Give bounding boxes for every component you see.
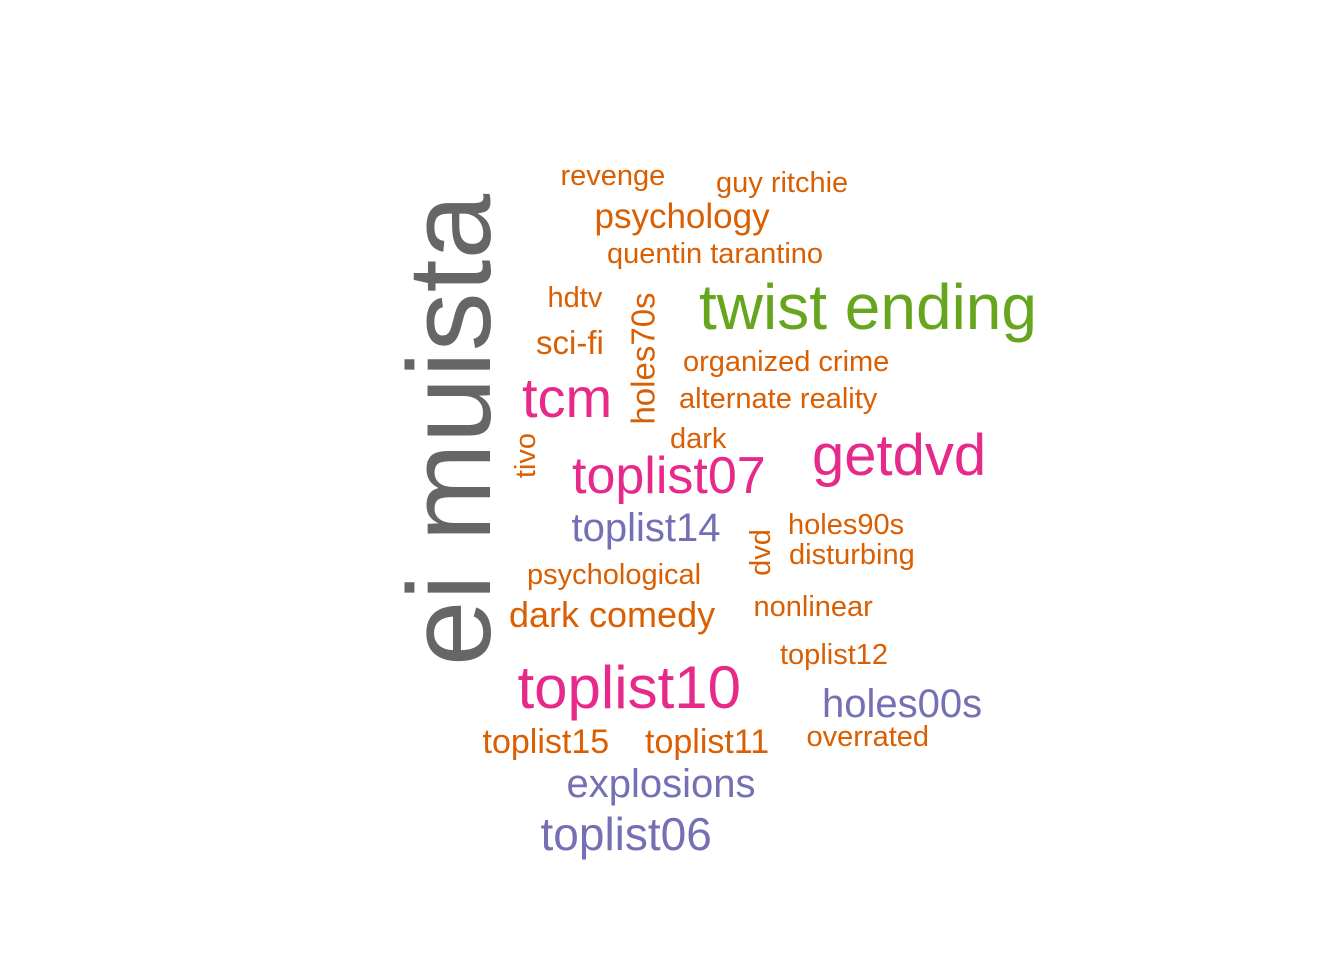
word-psychological: psychological (527, 558, 702, 591)
word-explosions: explosions (566, 762, 756, 806)
word-organized-crime: organized crime (683, 345, 890, 378)
word-dvd: dvd (744, 528, 777, 576)
word-tivo: tivo (509, 432, 542, 478)
word-sci-fi: sci-fi (536, 323, 604, 361)
word-toplist14: toplist14 (571, 506, 721, 550)
word-getdvd: getdvd (812, 423, 987, 488)
word-holes70s: holes70s (624, 291, 662, 425)
word-twist-ending: twist ending (699, 271, 1037, 343)
word-toplist10: toplist10 (517, 654, 741, 721)
word-toplist06: toplist06 (540, 808, 712, 860)
word-holes90s: holes90s (788, 508, 905, 541)
word-toplist15: toplist15 (482, 723, 610, 761)
word-ei-muista: ei muista (384, 193, 517, 667)
word-quentin-tarantino: quentin tarantino (607, 237, 824, 270)
word-psychology: psychology (594, 196, 770, 236)
word-toplist07: toplist07 (572, 447, 766, 505)
word-toplist11: toplist11 (645, 723, 770, 761)
word-guy-ritchie: guy ritchie (716, 166, 849, 199)
word-alternate-reality: alternate reality (679, 382, 878, 415)
word-hdtv: hdtv (547, 281, 603, 314)
word-revenge: revenge (560, 159, 666, 192)
word-disturbing: disturbing (789, 538, 915, 571)
word-holes00s: holes00s (822, 682, 983, 726)
word-dark: dark (670, 422, 727, 455)
word-overrated: overrated (806, 720, 930, 753)
word-toplist12: toplist12 (780, 638, 889, 671)
word-dark-comedy: dark comedy (509, 594, 716, 635)
word-nonlinear: nonlinear (753, 590, 873, 623)
word-tcm: tcm (522, 366, 613, 429)
